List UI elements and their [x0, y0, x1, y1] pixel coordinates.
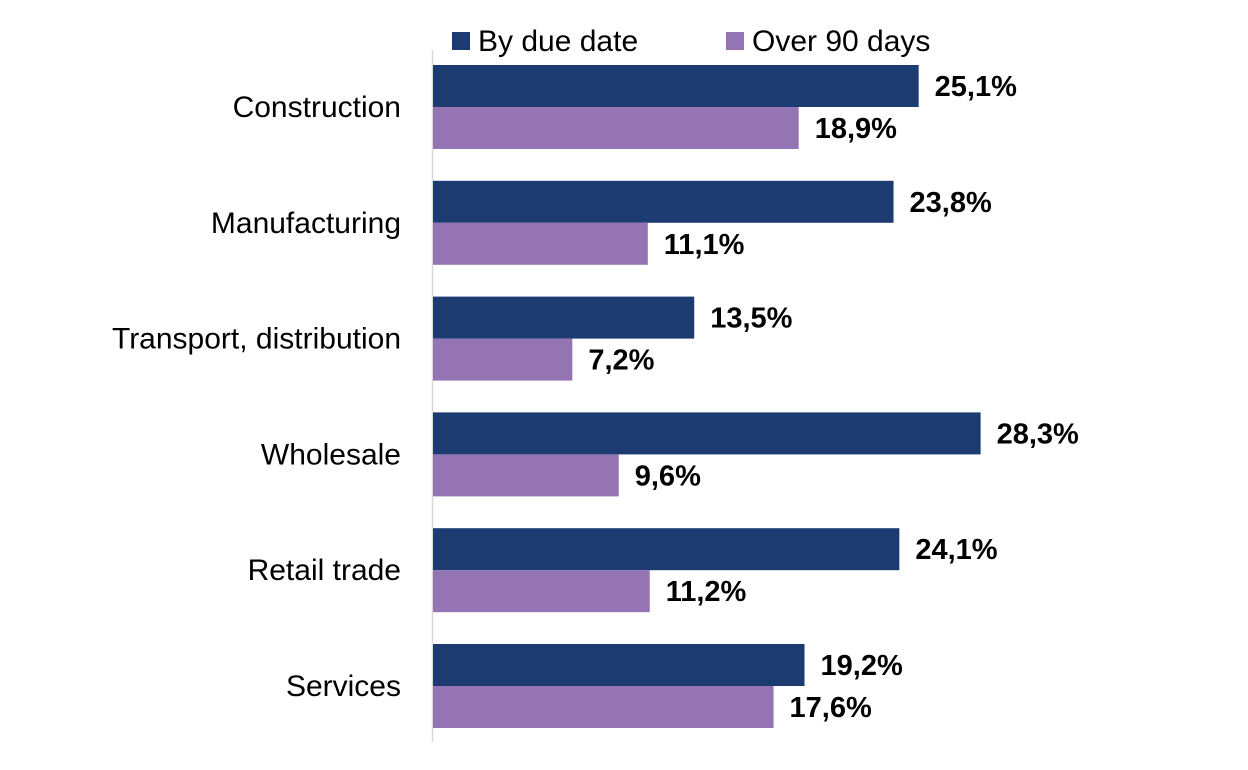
bar-over-90-days-services: [433, 686, 774, 728]
category-label-manufacturing: Manufacturing: [211, 207, 401, 240]
category-label-wholesale: Wholesale: [261, 438, 401, 471]
category-label-transport-distribution: Transport, distribution: [112, 323, 401, 356]
data-label-over-90-days-construction: 18,9%: [815, 113, 897, 145]
bar-by-due-date-manufacturing: [433, 180, 894, 223]
bar-by-due-date-transport-distribution: [433, 296, 695, 339]
data-label-over-90-days-retail-trade: 11,2%: [666, 576, 747, 608]
bar-by-due-date-retail-trade: [433, 528, 900, 571]
bar-by-due-date-wholesale: [433, 412, 981, 455]
legend-label-by-due-date: By due date: [478, 25, 638, 58]
data-label-over-90-days-transport-distribution: 7,2%: [588, 345, 654, 377]
bar-over-90-days-transport-distribution: [433, 338, 573, 381]
category-label-construction: Construction: [233, 91, 401, 124]
legend-label-over-90-days: Over 90 days: [752, 25, 930, 58]
category-label-services: Services: [286, 670, 401, 703]
bar-over-90-days-wholesale: [433, 454, 619, 497]
bar-over-90-days-manufacturing: [433, 222, 648, 265]
category-labels: Construction Manufacturing Transport, dist…: [112, 91, 401, 703]
bar-by-due-date-construction: [433, 65, 919, 107]
data-label-over-90-days-manufacturing: 11,1%: [664, 229, 745, 261]
data-label-by-due-date-manufacturing: 23,8%: [910, 187, 992, 219]
value-labels: 25,1% 18,9% 23,8% 11,1% 13,5% 7,2% 28,3% 9,6% 24…: [588, 71, 1079, 724]
bars-group: [433, 65, 981, 728]
data-label-by-due-date-construction: 25,1%: [935, 71, 1017, 103]
data-label-by-due-date-services: 19,2%: [821, 650, 903, 682]
data-label-by-due-date-transport-distribution: 13,5%: [710, 303, 792, 335]
bar-by-due-date-services: [433, 644, 805, 686]
data-label-over-90-days-wholesale: 9,6%: [635, 460, 701, 492]
data-label-over-90-days-services: 17,6%: [790, 692, 872, 724]
legend-swatch-over-90-days: [726, 32, 744, 50]
data-label-by-due-date-retail-trade: 24,1%: [915, 534, 997, 566]
data-label-by-due-date-wholesale: 28,3%: [997, 418, 1079, 450]
bar-over-90-days-retail-trade: [433, 570, 650, 613]
legend-swatch-by-due-date: [452, 32, 470, 50]
category-label-retail-trade: Retail trade: [248, 554, 401, 587]
bar-over-90-days-construction: [433, 107, 799, 149]
legend: By due date Over 90 days: [452, 25, 930, 58]
